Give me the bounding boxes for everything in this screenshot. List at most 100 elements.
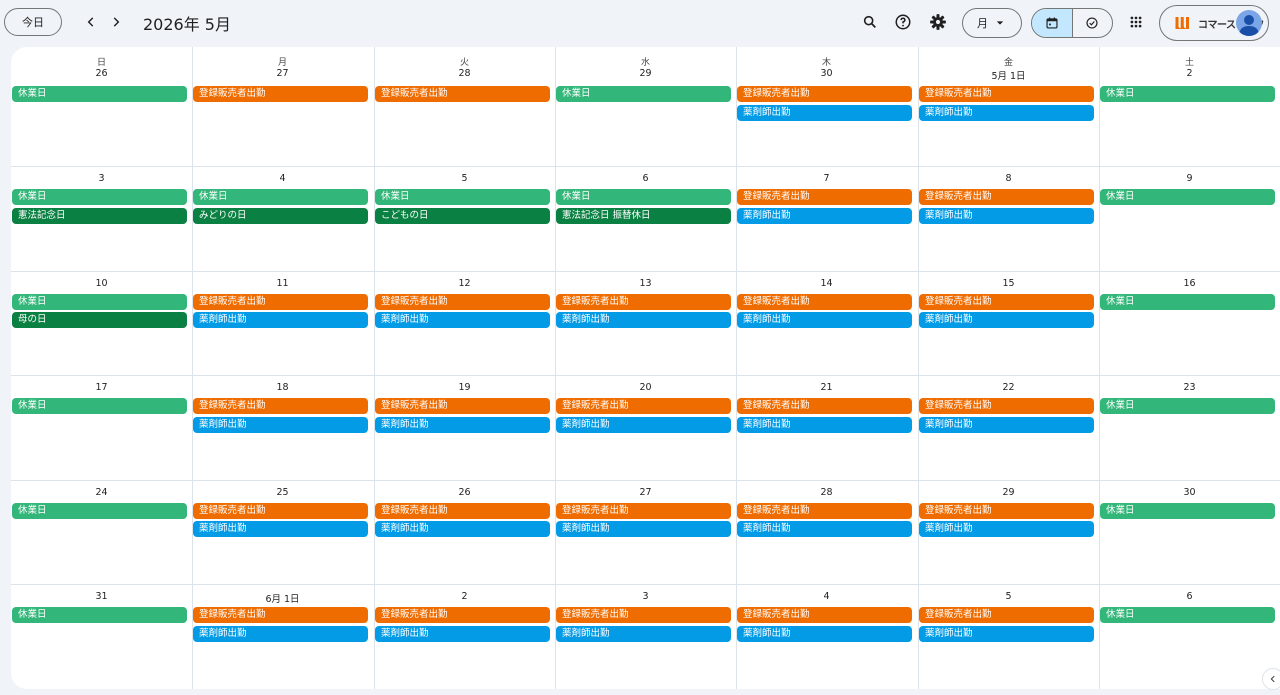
day-number[interactable]: 31 xyxy=(95,591,108,602)
calendar-event[interactable]: 休業日 xyxy=(12,86,187,102)
day-number[interactable]: 2 xyxy=(461,591,468,602)
day-number[interactable]: 12 xyxy=(458,277,471,289)
calendar-event[interactable]: 登録販売者出勤 xyxy=(193,607,368,623)
calendar-event[interactable]: 休業日 xyxy=(193,189,368,205)
calendar-event[interactable]: 休業日 xyxy=(12,294,187,310)
day-number[interactable]: 5 xyxy=(1005,591,1012,602)
day-number[interactable]: 30 xyxy=(820,68,833,79)
calendar-event[interactable]: 薬剤師出勤 xyxy=(919,208,1094,224)
calendar-event[interactable]: 休業日 xyxy=(1100,294,1275,310)
calendar-event[interactable]: 休業日 xyxy=(1100,398,1275,414)
calendar-event[interactable]: 登録販売者出勤 xyxy=(919,398,1094,414)
day-number[interactable]: 13 xyxy=(639,277,652,289)
day-number[interactable]: 4 xyxy=(279,173,286,184)
calendar-event[interactable]: 登録販売者出勤 xyxy=(375,294,550,310)
calendar-event[interactable]: 休業日 xyxy=(1100,503,1275,519)
calendar-event[interactable]: 登録販売者出勤 xyxy=(375,86,550,102)
day-number[interactable]: 27 xyxy=(639,486,652,498)
day-number[interactable]: 25 xyxy=(276,486,289,498)
previous-month-button[interactable] xyxy=(79,10,103,34)
calendar-event[interactable]: 休業日 xyxy=(12,398,187,414)
calendar-event[interactable]: 登録販売者出勤 xyxy=(193,398,368,414)
day-number[interactable]: 19 xyxy=(458,382,471,393)
day-number[interactable]: 29 xyxy=(1002,486,1015,498)
day-number[interactable]: 6 xyxy=(642,173,649,184)
day-number[interactable]: 17 xyxy=(95,382,108,393)
calendar-event[interactable]: 登録販売者出勤 xyxy=(193,294,368,310)
day-number[interactable]: 24 xyxy=(95,486,108,498)
calendar-event[interactable]: 憲法記念日 振替休日 xyxy=(556,208,731,224)
calendar-event[interactable]: 薬剤師出勤 xyxy=(193,312,368,328)
calendar-event[interactable]: 登録販売者出勤 xyxy=(375,398,550,414)
calendar-event[interactable]: 登録販売者出勤 xyxy=(737,398,912,414)
day-number[interactable]: 30 xyxy=(1183,486,1196,498)
day-number[interactable]: 23 xyxy=(1183,382,1196,393)
calendar-event[interactable]: 休業日 xyxy=(1100,189,1275,205)
account-button[interactable]: コマースライフ xyxy=(1159,5,1269,41)
day-number[interactable]: 20 xyxy=(639,382,652,393)
day-number[interactable]: 5 xyxy=(461,173,468,184)
calendar-event[interactable]: 薬剤師出勤 xyxy=(556,417,731,433)
calendar-event[interactable]: 登録販売者出勤 xyxy=(556,607,731,623)
calendar-event[interactable]: 登録販売者出勤 xyxy=(193,503,368,519)
day-number[interactable]: 5月 1日 xyxy=(991,71,1026,82)
google-apps-button[interactable] xyxy=(1124,10,1148,34)
next-month-button[interactable] xyxy=(104,10,128,34)
calendar-event[interactable]: 登録販売者出勤 xyxy=(737,86,912,102)
calendar-event[interactable]: 登録販売者出勤 xyxy=(919,86,1094,102)
day-number[interactable]: 7 xyxy=(823,173,830,184)
day-number[interactable]: 28 xyxy=(458,68,471,79)
calendar-event[interactable]: 薬剤師出勤 xyxy=(556,626,731,642)
calendar-event[interactable]: 休業日 xyxy=(556,189,731,205)
calendar-event[interactable]: 休業日 xyxy=(12,503,187,519)
calendar-event[interactable]: 薬剤師出勤 xyxy=(556,521,731,537)
calendar-event[interactable]: 薬剤師出勤 xyxy=(193,521,368,537)
calendar-event[interactable]: 休業日 xyxy=(12,607,187,623)
day-number[interactable]: 28 xyxy=(820,486,833,498)
calendar-event[interactable]: こどもの日 xyxy=(375,208,550,224)
calendar-event[interactable]: 母の日 xyxy=(12,312,187,328)
calendar-event[interactable]: 薬剤師出勤 xyxy=(375,521,550,537)
tasks-view-button[interactable] xyxy=(1071,9,1113,37)
day-number[interactable]: 10 xyxy=(95,277,108,289)
help-button[interactable] xyxy=(891,10,915,34)
calendar-event[interactable]: 登録販売者出勤 xyxy=(919,189,1094,205)
calendar-event[interactable]: 薬剤師出勤 xyxy=(556,312,731,328)
calendar-event[interactable]: 薬剤師出勤 xyxy=(375,312,550,328)
calendar-event[interactable]: 登録販売者出勤 xyxy=(556,294,731,310)
calendar-event[interactable]: 薬剤師出勤 xyxy=(919,312,1094,328)
day-number[interactable]: 26 xyxy=(95,68,108,79)
calendar-event[interactable]: 薬剤師出勤 xyxy=(919,626,1094,642)
day-number[interactable]: 14 xyxy=(820,277,833,289)
calendar-event[interactable]: 憲法記念日 xyxy=(12,208,187,224)
calendar-event[interactable]: 薬剤師出勤 xyxy=(919,105,1094,121)
calendar-event[interactable]: 薬剤師出勤 xyxy=(193,626,368,642)
calendar-event[interactable]: 薬剤師出勤 xyxy=(737,626,912,642)
day-number[interactable]: 3 xyxy=(642,591,649,602)
calendar-event[interactable]: 薬剤師出勤 xyxy=(375,417,550,433)
day-number[interactable]: 21 xyxy=(820,382,833,393)
calendar-view-button[interactable] xyxy=(1032,9,1072,37)
calendar-event[interactable]: 登録販売者出勤 xyxy=(556,398,731,414)
day-number[interactable]: 4 xyxy=(823,591,830,602)
calendar-event[interactable]: 休業日 xyxy=(12,189,187,205)
calendar-event[interactable]: 登録販売者出勤 xyxy=(375,607,550,623)
day-number[interactable]: 2 xyxy=(1186,68,1193,79)
calendar-event[interactable]: 登録販売者出勤 xyxy=(919,503,1094,519)
day-number[interactable]: 27 xyxy=(276,68,289,79)
calendar-event[interactable]: 薬剤師出勤 xyxy=(193,417,368,433)
calendar-event[interactable]: 休業日 xyxy=(1100,86,1275,102)
day-number[interactable]: 16 xyxy=(1183,277,1196,289)
calendar-event[interactable]: 休業日 xyxy=(556,86,731,102)
calendar-event[interactable]: みどりの日 xyxy=(193,208,368,224)
settings-button[interactable] xyxy=(926,10,950,34)
calendar-event[interactable]: 登録販売者出勤 xyxy=(556,503,731,519)
calendar-event[interactable]: 休業日 xyxy=(1100,607,1275,623)
calendar-event[interactable]: 薬剤師出勤 xyxy=(737,417,912,433)
day-number[interactable]: 8 xyxy=(1005,173,1012,184)
calendar-event[interactable]: 登録販売者出勤 xyxy=(193,86,368,102)
day-number[interactable]: 29 xyxy=(639,68,652,79)
day-number[interactable]: 15 xyxy=(1002,277,1015,289)
calendar-event[interactable]: 休業日 xyxy=(375,189,550,205)
calendar-event[interactable]: 登録販売者出勤 xyxy=(375,503,550,519)
